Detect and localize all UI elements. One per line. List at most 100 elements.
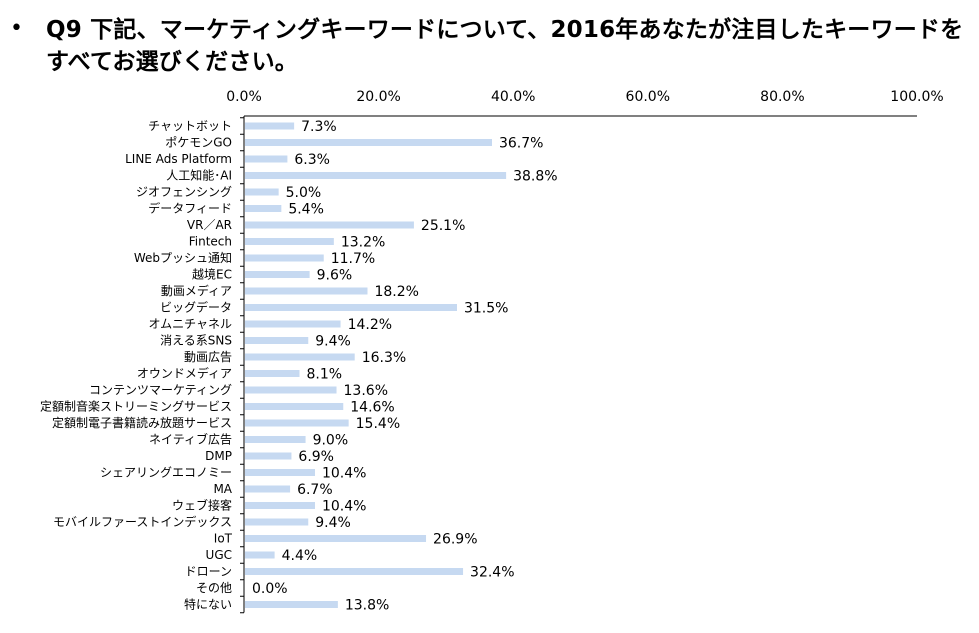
data-label: 26.9% (433, 532, 477, 548)
bar-series (245, 122, 507, 608)
bar (245, 304, 457, 311)
category-label: UGC (206, 548, 232, 562)
category-label: DMP (205, 449, 232, 463)
data-label: 6.3% (294, 152, 330, 168)
category-label: モバイルファーストインデックス (53, 514, 232, 529)
bar (245, 155, 288, 163)
x-tick-label: 20.0% (356, 89, 400, 105)
category-label: その他 (196, 581, 232, 595)
bar (245, 469, 315, 476)
x-tick-label: 40.0% (491, 89, 535, 105)
bar (245, 122, 295, 130)
category-label: MA (213, 482, 232, 496)
data-label: 14.6% (350, 400, 394, 416)
bar (245, 370, 300, 377)
x-tick-label: 60.0% (626, 89, 670, 105)
data-label: 9.0% (313, 433, 349, 449)
bar (245, 271, 310, 278)
data-label: 25.1% (421, 218, 465, 234)
category-label: オウンドメディア (137, 366, 232, 381)
category-label: ジオフェンシング (136, 185, 232, 199)
bar (245, 139, 492, 146)
category-label: ウェブ接客 (172, 498, 232, 513)
data-label: 36.7% (499, 136, 543, 152)
data-label: 8.1% (307, 367, 343, 383)
bar (245, 287, 368, 295)
category-label: 人工知能･AI (166, 169, 232, 183)
category-label: ポケモンGO (165, 136, 232, 150)
x-tick-label: 80.0% (760, 89, 804, 105)
category-label: 越境EC (192, 267, 232, 282)
bar (245, 485, 291, 493)
category-label: IoT (214, 532, 233, 546)
category-label: 動画広告 (184, 350, 232, 364)
bar (245, 221, 414, 229)
data-label: 10.4% (322, 499, 366, 515)
category-label: 動画メディア (161, 283, 232, 298)
category-label: データフィード (148, 201, 232, 216)
data-label: 13.8% (345, 598, 389, 614)
data-label: 9.6% (317, 268, 353, 284)
bar (245, 172, 507, 179)
bar (245, 518, 309, 526)
data-label: 16.3% (362, 350, 406, 366)
bar (245, 601, 338, 608)
bar (245, 254, 324, 262)
category-label: シェアリングエコノミー (100, 466, 232, 480)
category-label: ビッグデータ (160, 300, 232, 315)
data-label: 11.7% (331, 251, 375, 267)
bar (245, 436, 306, 443)
category-label: 消える系SNS (160, 334, 232, 348)
data-label: 38.8% (513, 169, 557, 185)
value-labels: 7.3% 36.7% 6.3% 38.8% 5.0%5.4% 25.1% 13.2%11.7… (252, 119, 558, 614)
bar (245, 551, 275, 559)
bar (245, 188, 279, 196)
bar (245, 568, 464, 575)
bar (245, 535, 427, 542)
data-label: 32.4% (470, 565, 514, 581)
bar (245, 320, 341, 328)
bar (245, 452, 292, 460)
data-label: 6.9% (298, 449, 334, 465)
data-label: 9.4% (315, 334, 351, 350)
bar (245, 419, 349, 427)
data-label: 14.2% (348, 317, 392, 333)
category-label: LINE Ads Platform (125, 152, 232, 166)
data-label: 15.4% (356, 416, 400, 432)
data-label: 0.0% (252, 581, 288, 597)
x-tick-label: 0.0% (226, 89, 262, 105)
data-label: 5.4% (288, 202, 324, 218)
data-label: 13.2% (341, 235, 385, 251)
bar (245, 205, 282, 212)
category-label: 定額制電子書籍読み放題サービス (52, 415, 232, 430)
bar (245, 403, 344, 410)
category-label: 特にない (184, 597, 232, 612)
category-label: Fintech (189, 235, 232, 249)
bar (245, 238, 334, 245)
category-label: コンテンツマーケティング (89, 383, 232, 397)
data-label: 31.5% (464, 301, 508, 317)
bar (245, 502, 315, 509)
data-label: 6.7% (297, 482, 333, 498)
x-tick-label: 100.0% (890, 89, 943, 105)
category-label: 定額制音楽ストリーミングサービス (40, 399, 232, 414)
category-label: Webプッシュ通知 (134, 251, 232, 265)
bullet: • (10, 16, 23, 41)
data-label: 5.0% (286, 185, 322, 201)
category-label: ネイティブ広告 (149, 432, 232, 447)
category-label: チャットボット (148, 119, 232, 133)
question-text: Q9 下記、マーケティングキーワードについて、2016年あなたが注目したキーワー… (46, 17, 964, 75)
category-label: オムニチャネル (148, 317, 232, 331)
data-label: 18.2% (374, 284, 418, 300)
data-label: 4.4% (282, 548, 318, 564)
bar (245, 353, 355, 361)
bar (245, 386, 337, 394)
category-label: VR／AR (187, 218, 232, 232)
data-label: 7.3% (301, 119, 337, 135)
x-tick-labels: 0.0% 20.0% 40.0% 60.0% 80.0% 100.0% (226, 89, 943, 105)
data-label: 13.6% (344, 383, 388, 399)
bar (245, 337, 309, 344)
chart-axes (240, 115, 917, 614)
